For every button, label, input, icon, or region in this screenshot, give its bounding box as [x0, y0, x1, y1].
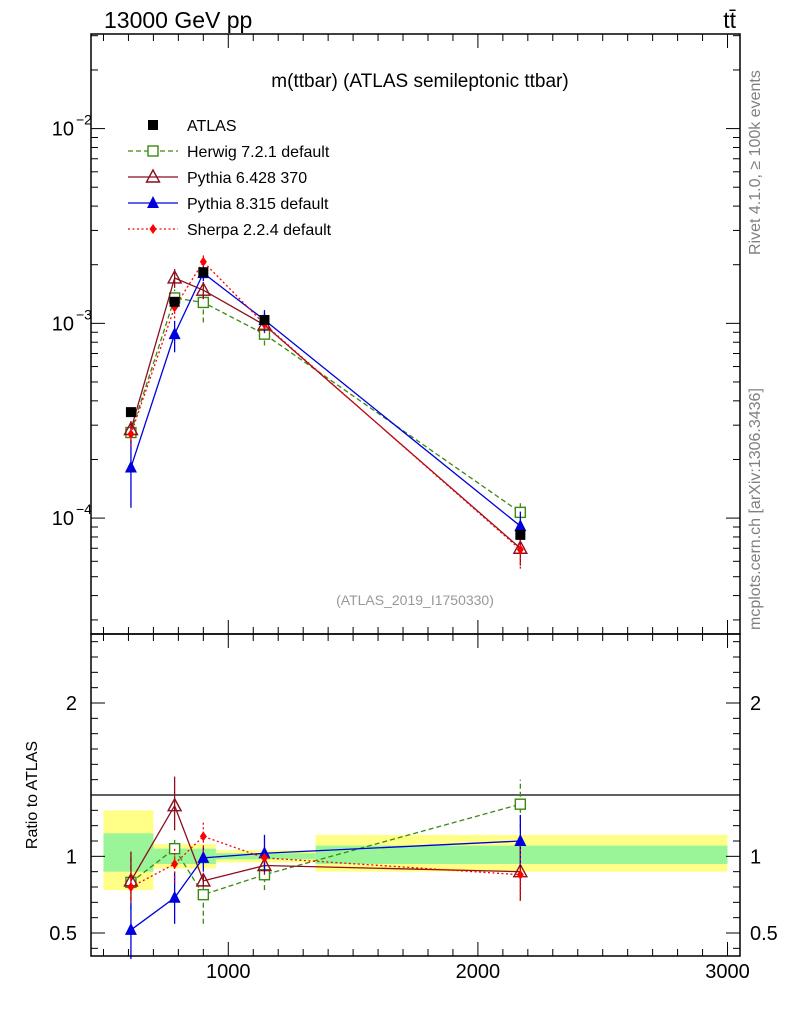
legend: ATLAS Herwig 7.2.1 default Pythia 6.428 37… — [128, 118, 332, 239]
main-point — [168, 327, 181, 340]
ratio-line-herwig-7-2-1-default — [130, 803, 521, 896]
series-pythia-6-428-370 — [123, 269, 529, 901]
legend-label: Herwig 7.2.1 default — [187, 144, 330, 161]
main-point — [166, 269, 183, 284]
legend-marker — [147, 196, 159, 208]
main-point — [259, 315, 270, 326]
main-point — [125, 407, 136, 418]
legend-marker — [148, 120, 158, 130]
ratio-point — [258, 846, 271, 859]
ratio-point — [514, 798, 527, 810]
main-y-tick-label: 10 — [52, 119, 74, 141]
ratio-y-tick-label-left: 0.5 — [49, 923, 77, 945]
main-line-herwig-7-2-1-default — [130, 297, 521, 513]
main-point — [127, 429, 135, 440]
ratio-point — [197, 850, 210, 863]
ratio-y-tick-label-right: 2 — [750, 693, 761, 715]
band-green-3 — [315, 845, 728, 864]
main-line-pythia-6-428-370 — [130, 277, 521, 549]
legend-label: Pythia 8.315 default — [187, 196, 329, 213]
rivet-label: Rivet 4.1.0, ≥ 100k events — [747, 70, 764, 255]
data-series — [123, 253, 529, 960]
ratio-point — [166, 797, 183, 812]
legend-entry-pythia-8-315-default: Pythia 8.315 default — [128, 196, 329, 213]
legend-entry-atlas: ATLAS — [148, 118, 237, 135]
main-point — [195, 281, 212, 296]
plot-title: m(ttbar) (ATLAS semileptonic ttbar) — [271, 71, 568, 92]
ratio-y-tick-label-left: 1 — [66, 846, 77, 868]
ratio-y-tick-label-right: 1 — [750, 846, 761, 868]
ratio-point — [516, 869, 524, 880]
main-y-tick-label: 10 — [52, 508, 74, 530]
main-point — [169, 296, 180, 307]
series-sherpa-2-2-4-default — [127, 253, 524, 903]
ratio-y-axis-label: Ratio to ATLAS — [24, 741, 41, 849]
ratio-point — [171, 859, 179, 869]
main-y-tick-label: 10 — [52, 313, 74, 335]
ratio-point — [260, 852, 268, 863]
main-point — [124, 460, 137, 473]
ratio-y-tick-label-right: 0.5 — [750, 923, 778, 945]
x-tick-label: 1000 — [206, 961, 251, 983]
ratio-point — [195, 872, 212, 887]
legend-entry-pythia-6-428-370: Pythia 6.428 370 — [128, 168, 307, 187]
main-point — [515, 529, 526, 540]
legend-marker — [149, 224, 157, 234]
ratio-point — [514, 834, 527, 846]
main-y-tick-exponent: −2 — [76, 112, 92, 128]
main-point — [514, 519, 527, 532]
series-atlas — [125, 267, 526, 540]
main-line-sherpa-2-2-4-default — [130, 260, 521, 550]
x-tick-label: 2000 — [456, 961, 501, 983]
main-point — [516, 544, 524, 555]
main-line-pythia-8-315-default — [130, 272, 521, 527]
mcplots-label: mcplots.cern.ch [arXiv:1306.3436] — [747, 388, 764, 630]
legend-label: Sherpa 2.2.4 default — [187, 222, 332, 239]
main-y-tick-exponent: −4 — [76, 501, 92, 517]
process-label: tt̄ — [723, 7, 736, 33]
ratio-panel-frame — [90, 633, 741, 957]
main-point — [198, 267, 209, 278]
ratio-point — [197, 888, 210, 901]
legend-marker — [145, 168, 161, 183]
ratio-line-sherpa-2-2-4-default — [130, 835, 521, 888]
energy-label: 13000 GeV pp — [104, 7, 252, 33]
ratio-point — [168, 890, 181, 903]
legend-marker — [147, 145, 159, 157]
main-point — [199, 256, 207, 267]
ratio-uncertainty-bands — [103, 810, 728, 891]
legend-label: ATLAS — [187, 118, 237, 135]
ratio-point — [168, 842, 181, 855]
main-y-tick-exponent: −3 — [76, 306, 92, 322]
legend-entry-sherpa-2-2-4-default: Sherpa 2.2.4 default — [128, 222, 332, 239]
legend-label: Pythia 6.428 370 — [187, 170, 307, 187]
ratio-y-tick-label-left: 2 — [66, 693, 77, 715]
analysis-tag: (ATLAS_2019_I1750330) — [336, 592, 494, 608]
band-green-0 — [103, 833, 154, 872]
ratio-point — [124, 922, 137, 935]
ratio-point — [199, 831, 207, 842]
x-tick-label: 3000 — [705, 961, 750, 983]
legend-entry-herwig-7-2-1-default: Herwig 7.2.1 default — [128, 144, 330, 161]
ratio-point — [127, 882, 135, 892]
